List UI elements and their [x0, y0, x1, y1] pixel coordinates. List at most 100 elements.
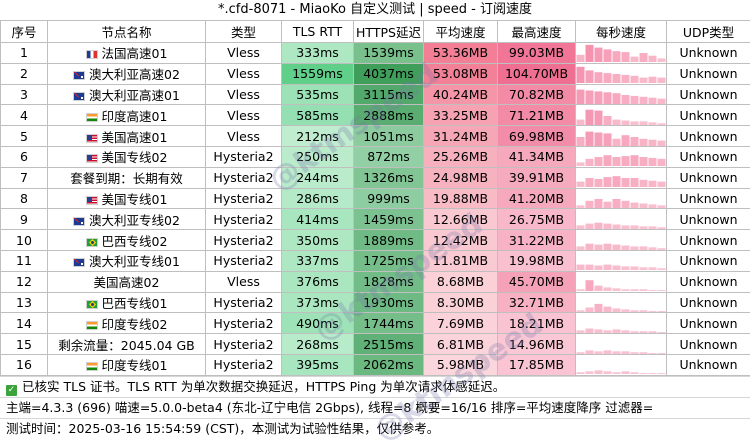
udp-type: Unknown: [667, 84, 750, 105]
col-header-type[interactable]: 类型: [206, 21, 282, 43]
node-name: 巴西专线02: [48, 230, 206, 251]
sparkline-bar: [603, 133, 611, 146]
sparkline-bar: [585, 90, 593, 104]
sparkline-bar: [630, 267, 638, 271]
sparkline-bar: [576, 225, 584, 229]
node-name-text: 美国专线02: [102, 150, 168, 165]
sparkline-bar: [594, 72, 602, 83]
node-type: Hysteria2: [206, 167, 282, 188]
https-latency: 4037ms: [354, 63, 424, 84]
sparkline-bar: [657, 269, 665, 271]
udp-type: Unknown: [667, 43, 750, 64]
col-header-https-latency[interactable]: HTTPS延迟: [354, 21, 424, 43]
sparkline-bar: [657, 123, 665, 125]
max-speed: 18.21MB: [498, 313, 576, 334]
col-header-node-name[interactable]: 节点名称: [48, 21, 206, 43]
col-header-max-speed[interactable]: 最高速度: [498, 21, 576, 43]
sparkline-bar: [657, 290, 665, 291]
sparkline-bar: [621, 289, 629, 291]
sparkline-bar: [630, 289, 638, 291]
sparkline-bar: [630, 96, 638, 104]
sparkline-bar: [594, 222, 602, 228]
sparkline-bar: [612, 329, 620, 333]
sparkline-bar: [594, 179, 602, 187]
node-name-text: 巴西专线01: [102, 296, 168, 311]
row-index: 14: [1, 313, 48, 334]
sparkline-bar: [612, 224, 620, 229]
avg-speed: 12.42MB: [424, 230, 498, 251]
row-index: 1: [1, 43, 48, 64]
node-name: 法国高速01: [48, 43, 206, 64]
sparkline-bar: [621, 120, 629, 125]
node-name: 美国专线02: [48, 146, 206, 167]
per-second-speed: [576, 230, 667, 251]
speed-sparkline: [576, 64, 666, 83]
col-header-udp-type[interactable]: UDP类型: [667, 21, 750, 43]
speed-sparkline: [576, 106, 666, 125]
sparkline-bar: [585, 265, 593, 270]
sparkline-bar: [594, 351, 602, 354]
speed-sparkline: [576, 272, 666, 291]
sparkline-bar: [648, 311, 656, 312]
flag-in-icon: [86, 113, 98, 122]
sparkline-bar: [594, 48, 602, 62]
per-second-speed: [576, 146, 667, 167]
row-index: 13: [1, 292, 48, 313]
tls-rtt: 373ms: [282, 292, 354, 313]
col-header-per-second-speed[interactable]: 每秒速度: [576, 21, 667, 43]
sparkline-bar: [576, 137, 584, 146]
https-latency: 2062ms: [354, 354, 424, 375]
max-speed: 41.34MB: [498, 146, 576, 167]
sparkline-bar: [657, 205, 665, 208]
flag-au-icon: [73, 258, 85, 267]
sparkline-bar: [639, 157, 647, 166]
sparkline-bar: [612, 176, 620, 187]
col-header-avg-speed[interactable]: 平均速度: [424, 21, 498, 43]
sparkline-bar: [612, 74, 620, 83]
row-index: 3: [1, 84, 48, 105]
sparkline-bar: [594, 157, 602, 166]
sparkline-bar: [657, 182, 665, 187]
results-table: 序号 节点名称 类型 TLS RTT HTTPS延迟 平均速度 最高速度 每秒速…: [0, 20, 750, 376]
max-speed: 14.96MB: [498, 334, 576, 355]
node-name-text: 剩余流量：2045.04 GB: [58, 338, 194, 353]
tls-rtt: 535ms: [282, 84, 354, 105]
sparkline-bar: [648, 77, 656, 83]
sparkline-bar: [594, 266, 602, 271]
sparkline-bar: [648, 268, 656, 271]
node-name-text: 套餐到期：长期有效: [70, 171, 183, 186]
node-name-text: 法国高速01: [102, 46, 168, 61]
row-index: 16: [1, 354, 48, 375]
per-second-speed: [576, 292, 667, 313]
flag-us-icon: [86, 196, 98, 205]
node-name-text: 美国专线01: [102, 192, 168, 207]
col-header-tls-rtt[interactable]: TLS RTT: [282, 21, 354, 43]
node-name-text: 澳大利亚高速02: [89, 67, 180, 82]
sparkline-bar: [603, 350, 611, 354]
sparkline-bar: [612, 93, 620, 104]
tls-note-text: 已核实 TLS 证书。TLS RTT 为单次数据交换延迟，HTTPS Ping …: [22, 379, 505, 394]
udp-type: Unknown: [667, 188, 750, 209]
sparkline-bar: [630, 331, 638, 333]
sparkline-bar: [657, 59, 665, 63]
sparkline-bar: [603, 330, 611, 333]
node-type: Hysteria2: [206, 188, 282, 209]
col-header-index[interactable]: 序号: [1, 21, 48, 43]
sparkline-bar: [639, 373, 647, 374]
